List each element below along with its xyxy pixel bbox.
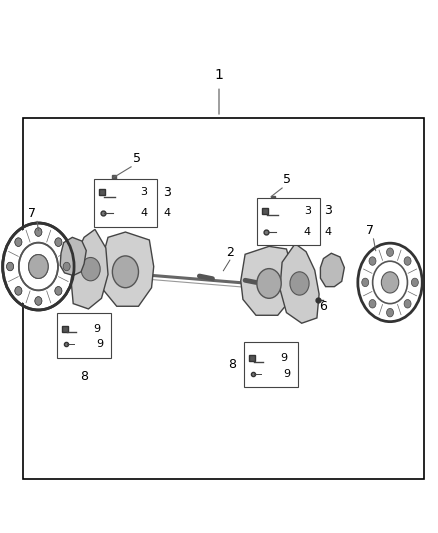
Text: 9: 9 <box>283 369 290 378</box>
Circle shape <box>369 300 376 308</box>
Polygon shape <box>102 232 154 306</box>
Polygon shape <box>241 246 293 316</box>
Text: 1: 1 <box>215 68 223 82</box>
Circle shape <box>257 269 281 298</box>
Circle shape <box>35 228 42 236</box>
Circle shape <box>387 248 393 256</box>
Circle shape <box>28 255 48 278</box>
Text: 8: 8 <box>80 369 88 383</box>
Circle shape <box>55 287 62 295</box>
Text: 3: 3 <box>325 205 332 217</box>
Circle shape <box>55 287 62 295</box>
Bar <box>257 198 320 245</box>
Polygon shape <box>280 244 319 323</box>
Circle shape <box>411 278 418 287</box>
Text: 2: 2 <box>226 246 234 259</box>
Polygon shape <box>321 253 344 287</box>
Circle shape <box>5 225 72 308</box>
Circle shape <box>362 278 369 287</box>
Circle shape <box>15 287 22 295</box>
Circle shape <box>35 297 42 305</box>
Text: 3: 3 <box>141 188 148 197</box>
Text: 7: 7 <box>28 207 36 220</box>
Circle shape <box>387 309 393 317</box>
Circle shape <box>369 257 376 265</box>
Circle shape <box>381 272 399 293</box>
Circle shape <box>404 300 411 308</box>
Circle shape <box>35 228 42 236</box>
Bar <box>94 179 157 227</box>
Text: 3: 3 <box>304 206 311 216</box>
Text: 9: 9 <box>280 353 288 363</box>
Text: 8: 8 <box>228 358 236 371</box>
Circle shape <box>15 238 22 246</box>
Text: 9: 9 <box>93 324 100 334</box>
Circle shape <box>404 257 411 265</box>
Text: 5: 5 <box>283 173 291 186</box>
Circle shape <box>55 238 62 246</box>
Text: 4: 4 <box>325 227 332 237</box>
Circle shape <box>55 238 62 246</box>
Bar <box>23 118 424 479</box>
Circle shape <box>35 297 42 305</box>
Circle shape <box>15 287 22 295</box>
Polygon shape <box>71 229 108 309</box>
Circle shape <box>81 257 100 281</box>
Text: 4: 4 <box>163 208 171 219</box>
Circle shape <box>7 262 14 271</box>
Text: 7: 7 <box>367 224 374 237</box>
Text: 5: 5 <box>133 152 141 165</box>
Polygon shape <box>60 237 86 276</box>
Text: 4: 4 <box>141 208 148 219</box>
Circle shape <box>63 262 70 271</box>
Text: 9: 9 <box>96 340 103 350</box>
Circle shape <box>63 262 70 271</box>
Bar <box>244 342 298 387</box>
Circle shape <box>7 262 14 271</box>
Circle shape <box>290 272 309 295</box>
Text: 4: 4 <box>304 227 311 237</box>
Text: 6: 6 <box>319 300 327 313</box>
Circle shape <box>15 238 22 246</box>
Text: 3: 3 <box>163 186 171 199</box>
Circle shape <box>113 256 138 288</box>
Bar <box>57 313 111 358</box>
Circle shape <box>28 255 48 278</box>
